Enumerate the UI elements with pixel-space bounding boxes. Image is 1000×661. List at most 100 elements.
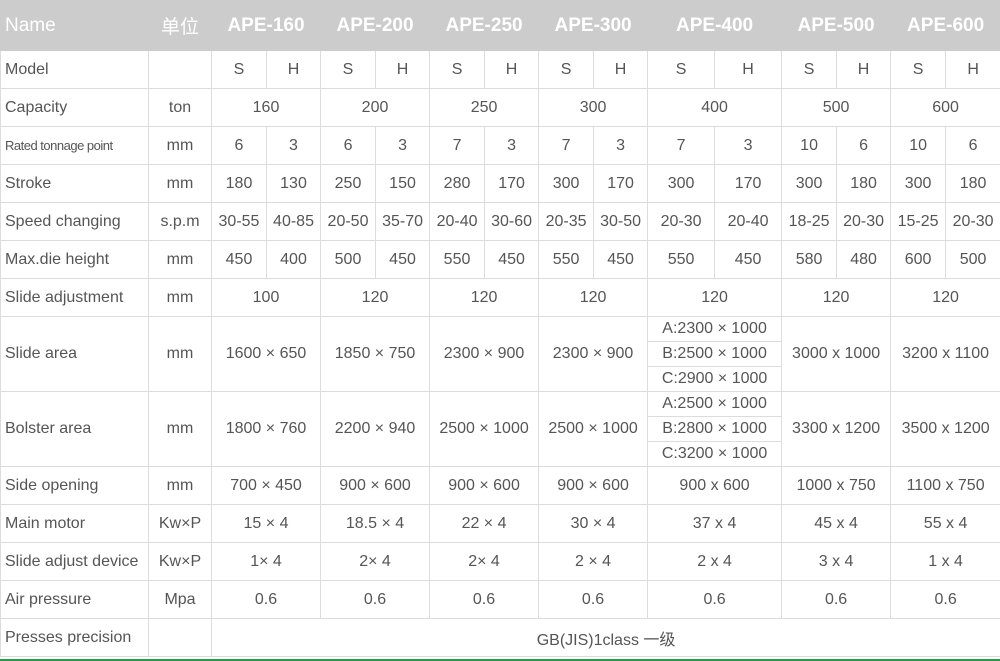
value-cell: 30-55: [211, 202, 267, 241]
value-cell: H: [375, 50, 431, 89]
value-cell: S: [781, 50, 838, 89]
value-cell: 120: [781, 278, 892, 317]
value-cell: 1850 × 750: [320, 316, 431, 392]
value-cell: 300: [538, 88, 649, 127]
value-cell: 1600 × 650: [210, 316, 322, 392]
row-unit: mm: [148, 164, 212, 203]
header-model: APE-300: [538, 0, 649, 51]
value-cell: 3500 x 1200: [890, 391, 1000, 467]
value-cell: 300: [647, 164, 716, 203]
value-cell: 15-25: [890, 202, 947, 241]
value-cell: 1× 4: [210, 542, 322, 581]
row-unit: mm: [148, 278, 212, 317]
value-cell: 3200 x 1100: [890, 316, 1000, 392]
header-model: APE-400: [647, 0, 783, 51]
row-unit: mm: [148, 316, 212, 392]
value-cell: 37 x 4: [647, 504, 783, 543]
row-unit: [148, 50, 212, 89]
value-cell: 20-30: [836, 202, 892, 241]
value-cell: 35-70: [375, 202, 431, 241]
value-cell: 300: [538, 164, 595, 203]
value-cell: GB(JIS)1class 一级: [210, 618, 1000, 657]
value-cell: S: [538, 50, 595, 89]
value-cell: H: [265, 50, 322, 89]
row-label: Stroke: [0, 164, 149, 203]
bottom-accent-line: [0, 659, 1000, 661]
value-cell: 150: [375, 164, 431, 203]
value-cell: H: [714, 50, 783, 89]
value-cell: 6: [320, 126, 377, 165]
table-row: Model S H S H S H S H S H S H S H: [0, 50, 1000, 89]
value-cell: 6: [945, 126, 1000, 165]
value-cell: 450: [484, 240, 540, 279]
value-cell: 200: [320, 88, 431, 127]
row-unit: mm: [148, 240, 212, 279]
table-row: Slide adjustment mm 100 120 120 120 120 120 120: [0, 278, 1000, 317]
value-cell: 120: [429, 278, 540, 317]
value-cell: 2 × 4: [538, 542, 649, 581]
table-row: Slide area mm 1600 × 650 1850 × 750 2300 × 9…: [0, 316, 1000, 392]
value-cell: 2300 × 900: [538, 316, 649, 392]
value-cell: S: [320, 50, 377, 89]
value-cell: 1000 x 750: [781, 466, 892, 505]
value-cell: 20-40: [429, 202, 486, 241]
row-label: Side opening: [0, 466, 149, 505]
value-cell: 550: [647, 240, 716, 279]
value-cell: 500: [320, 240, 377, 279]
row-unit: mm: [148, 126, 212, 165]
value-cell: H: [836, 50, 892, 89]
row-unit: mm: [148, 466, 212, 505]
value-cell: 20-30: [945, 202, 1000, 241]
value-cell: 130: [265, 164, 322, 203]
value-cell: 400: [265, 240, 322, 279]
value-cell: 170: [484, 164, 540, 203]
value-cell: 20-40: [714, 202, 783, 241]
value-cell: 20-30: [647, 202, 716, 241]
value-cell: S: [890, 50, 947, 89]
table-row: Capacity ton 160 200 250 300 400 500 600: [0, 88, 1000, 127]
value-cell: 1 x 4: [890, 542, 1000, 581]
value-cell: 300: [890, 164, 947, 203]
value-cell: 2200 × 940: [320, 391, 431, 467]
value-cell: 18-25: [781, 202, 838, 241]
value-cell: 900 x 600: [647, 466, 783, 505]
row-label: Slide adjustment: [0, 278, 149, 317]
row-label: Rated tonnage point: [0, 126, 149, 165]
value-cell: 500: [781, 88, 892, 127]
value-cell: 7: [429, 126, 486, 165]
value-cell: 580: [781, 240, 838, 279]
variant-cell: A:2500 × 1000: [647, 391, 783, 417]
value-cell: 20-35: [538, 202, 595, 241]
row-unit: [148, 618, 212, 657]
value-cell: 2300 × 900: [429, 316, 540, 392]
value-cell: 3: [714, 126, 783, 165]
row-label: Max.die height: [0, 240, 149, 279]
header-row: Name 单位 APE-160 APE-200 APE-250 APE-300 …: [0, 0, 1000, 51]
value-cell: H: [593, 50, 649, 89]
value-cell: 500: [945, 240, 1000, 279]
value-cell: 10: [781, 126, 838, 165]
row-label: Slide adjust device: [0, 542, 149, 581]
value-cell: 30 × 4: [538, 504, 649, 543]
value-cell: 160: [210, 88, 322, 127]
spec-body: Model S H S H S H S H S H S H S H Capacity ton 160 200 250 3…: [0, 50, 1000, 657]
value-cell: 600: [890, 88, 1000, 127]
value-cell: 0.6: [781, 580, 892, 619]
value-cell: 3: [593, 126, 649, 165]
value-cell: 0.6: [429, 580, 540, 619]
row-label: Air pressure: [0, 580, 149, 619]
value-cell: 180: [945, 164, 1000, 203]
table-row: Max.die height mm 450 400 500 450 550 450 550 450…: [0, 240, 1000, 279]
value-cell: 7: [647, 126, 716, 165]
table-row: B:2500 × 1000: [1, 341, 1000, 367]
value-cell: 120: [320, 278, 431, 317]
variant-cell: B:2500 × 1000: [647, 341, 783, 367]
value-cell: 3: [265, 126, 322, 165]
value-cell: S: [429, 50, 486, 89]
row-label: Presses precision: [0, 618, 149, 657]
table-row: Air pressure Mpa 0.6 0.6 0.6 0.6 0.6 0.6 0.6: [0, 580, 1000, 619]
value-cell: 170: [593, 164, 649, 203]
value-cell: 2500 × 1000: [429, 391, 540, 467]
value-cell: 400: [647, 88, 783, 127]
value-cell: 700 × 450: [210, 466, 322, 505]
